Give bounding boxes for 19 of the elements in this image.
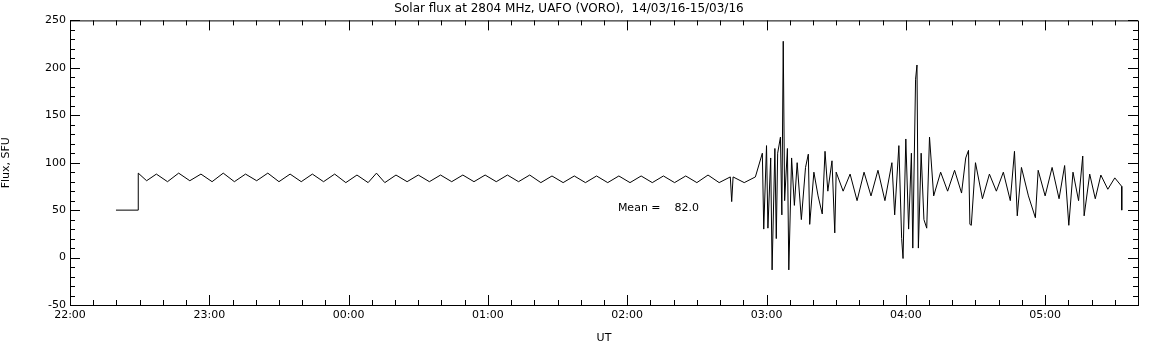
y-tick-label: 150 <box>45 108 66 122</box>
x-axis-title: UT <box>596 331 612 345</box>
y-tick-label: 0 <box>59 250 66 264</box>
x-tick-label: 23:00 <box>193 308 226 322</box>
x-tick-label: 05:00 <box>1029 308 1061 322</box>
x-tick-label: 00:00 <box>332 308 365 322</box>
annotation: Mean = 82.0 <box>617 201 700 215</box>
y-axis-title: Flux, SFU <box>0 137 13 189</box>
chart-title: Solar flux at 2804 MHz, UAFO (VORO), 14/03/16-15/03/16 <box>394 1 744 16</box>
y-tick-label: 250 <box>45 13 66 27</box>
y-tick-label: 100 <box>45 155 66 169</box>
y-tick-label: 200 <box>45 60 66 74</box>
x-tick-label: 02:00 <box>611 308 644 322</box>
y-tick-label: 50 <box>52 202 66 216</box>
y-tick-label: -50 <box>48 297 66 311</box>
x-tick-label: 22:00 <box>54 308 86 322</box>
x-tick-label: 04:00 <box>889 308 922 322</box>
x-tick-label: 01:00 <box>472 308 504 322</box>
x-tick-label: 03:00 <box>750 308 783 322</box>
